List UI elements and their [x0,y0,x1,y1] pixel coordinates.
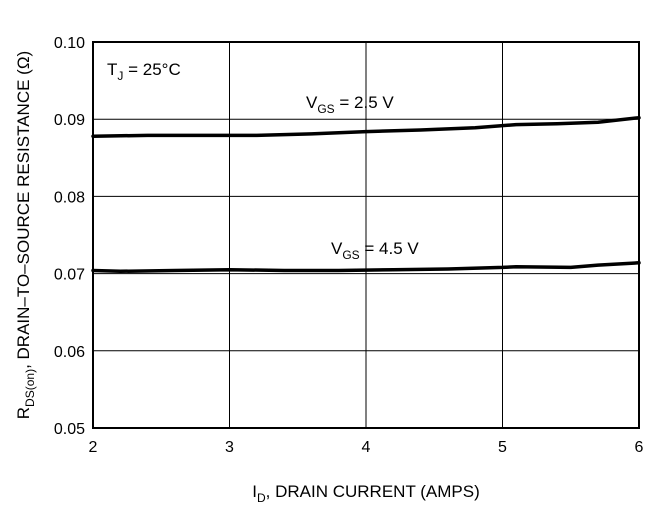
y-tick-label: 0.09 [54,112,85,129]
series-label-vgs-4-5: VGS = 4.5 V [331,239,419,262]
x-tick-label: 6 [635,439,644,456]
x-tick-label: 5 [498,439,507,456]
y-tick-label: 0.10 [54,35,85,52]
grid-lines [93,42,639,428]
plot-frame [92,41,640,429]
tick-labels: 2 3 4 5 6 0.05 0.06 0.07 0.08 0.09 0.10 [54,35,644,456]
y-tick-label: 0.08 [54,189,85,206]
x-tick-label: 3 [225,439,234,456]
y-tick-label: 0.06 [54,344,85,361]
temperature-annotation: TJ = 25°C [107,60,181,83]
x-tick-label: 2 [89,439,98,456]
y-axis-label: RDS(on), DRAIN–TO–SOURCE RESISTANCE (Ω) [14,51,37,419]
series-label-vgs-2-5: VGS = 2.5 V [306,93,394,116]
series-line-1 [91,261,641,274]
y-tick-label: 0.07 [54,267,85,284]
y-tick-label: 0.05 [54,421,85,438]
series-line-0 [91,115,641,138]
data-curves [91,115,641,274]
x-tick-label: 4 [362,439,371,456]
x-axis-label: ID, DRAIN CURRENT (AMPS) [252,482,480,505]
